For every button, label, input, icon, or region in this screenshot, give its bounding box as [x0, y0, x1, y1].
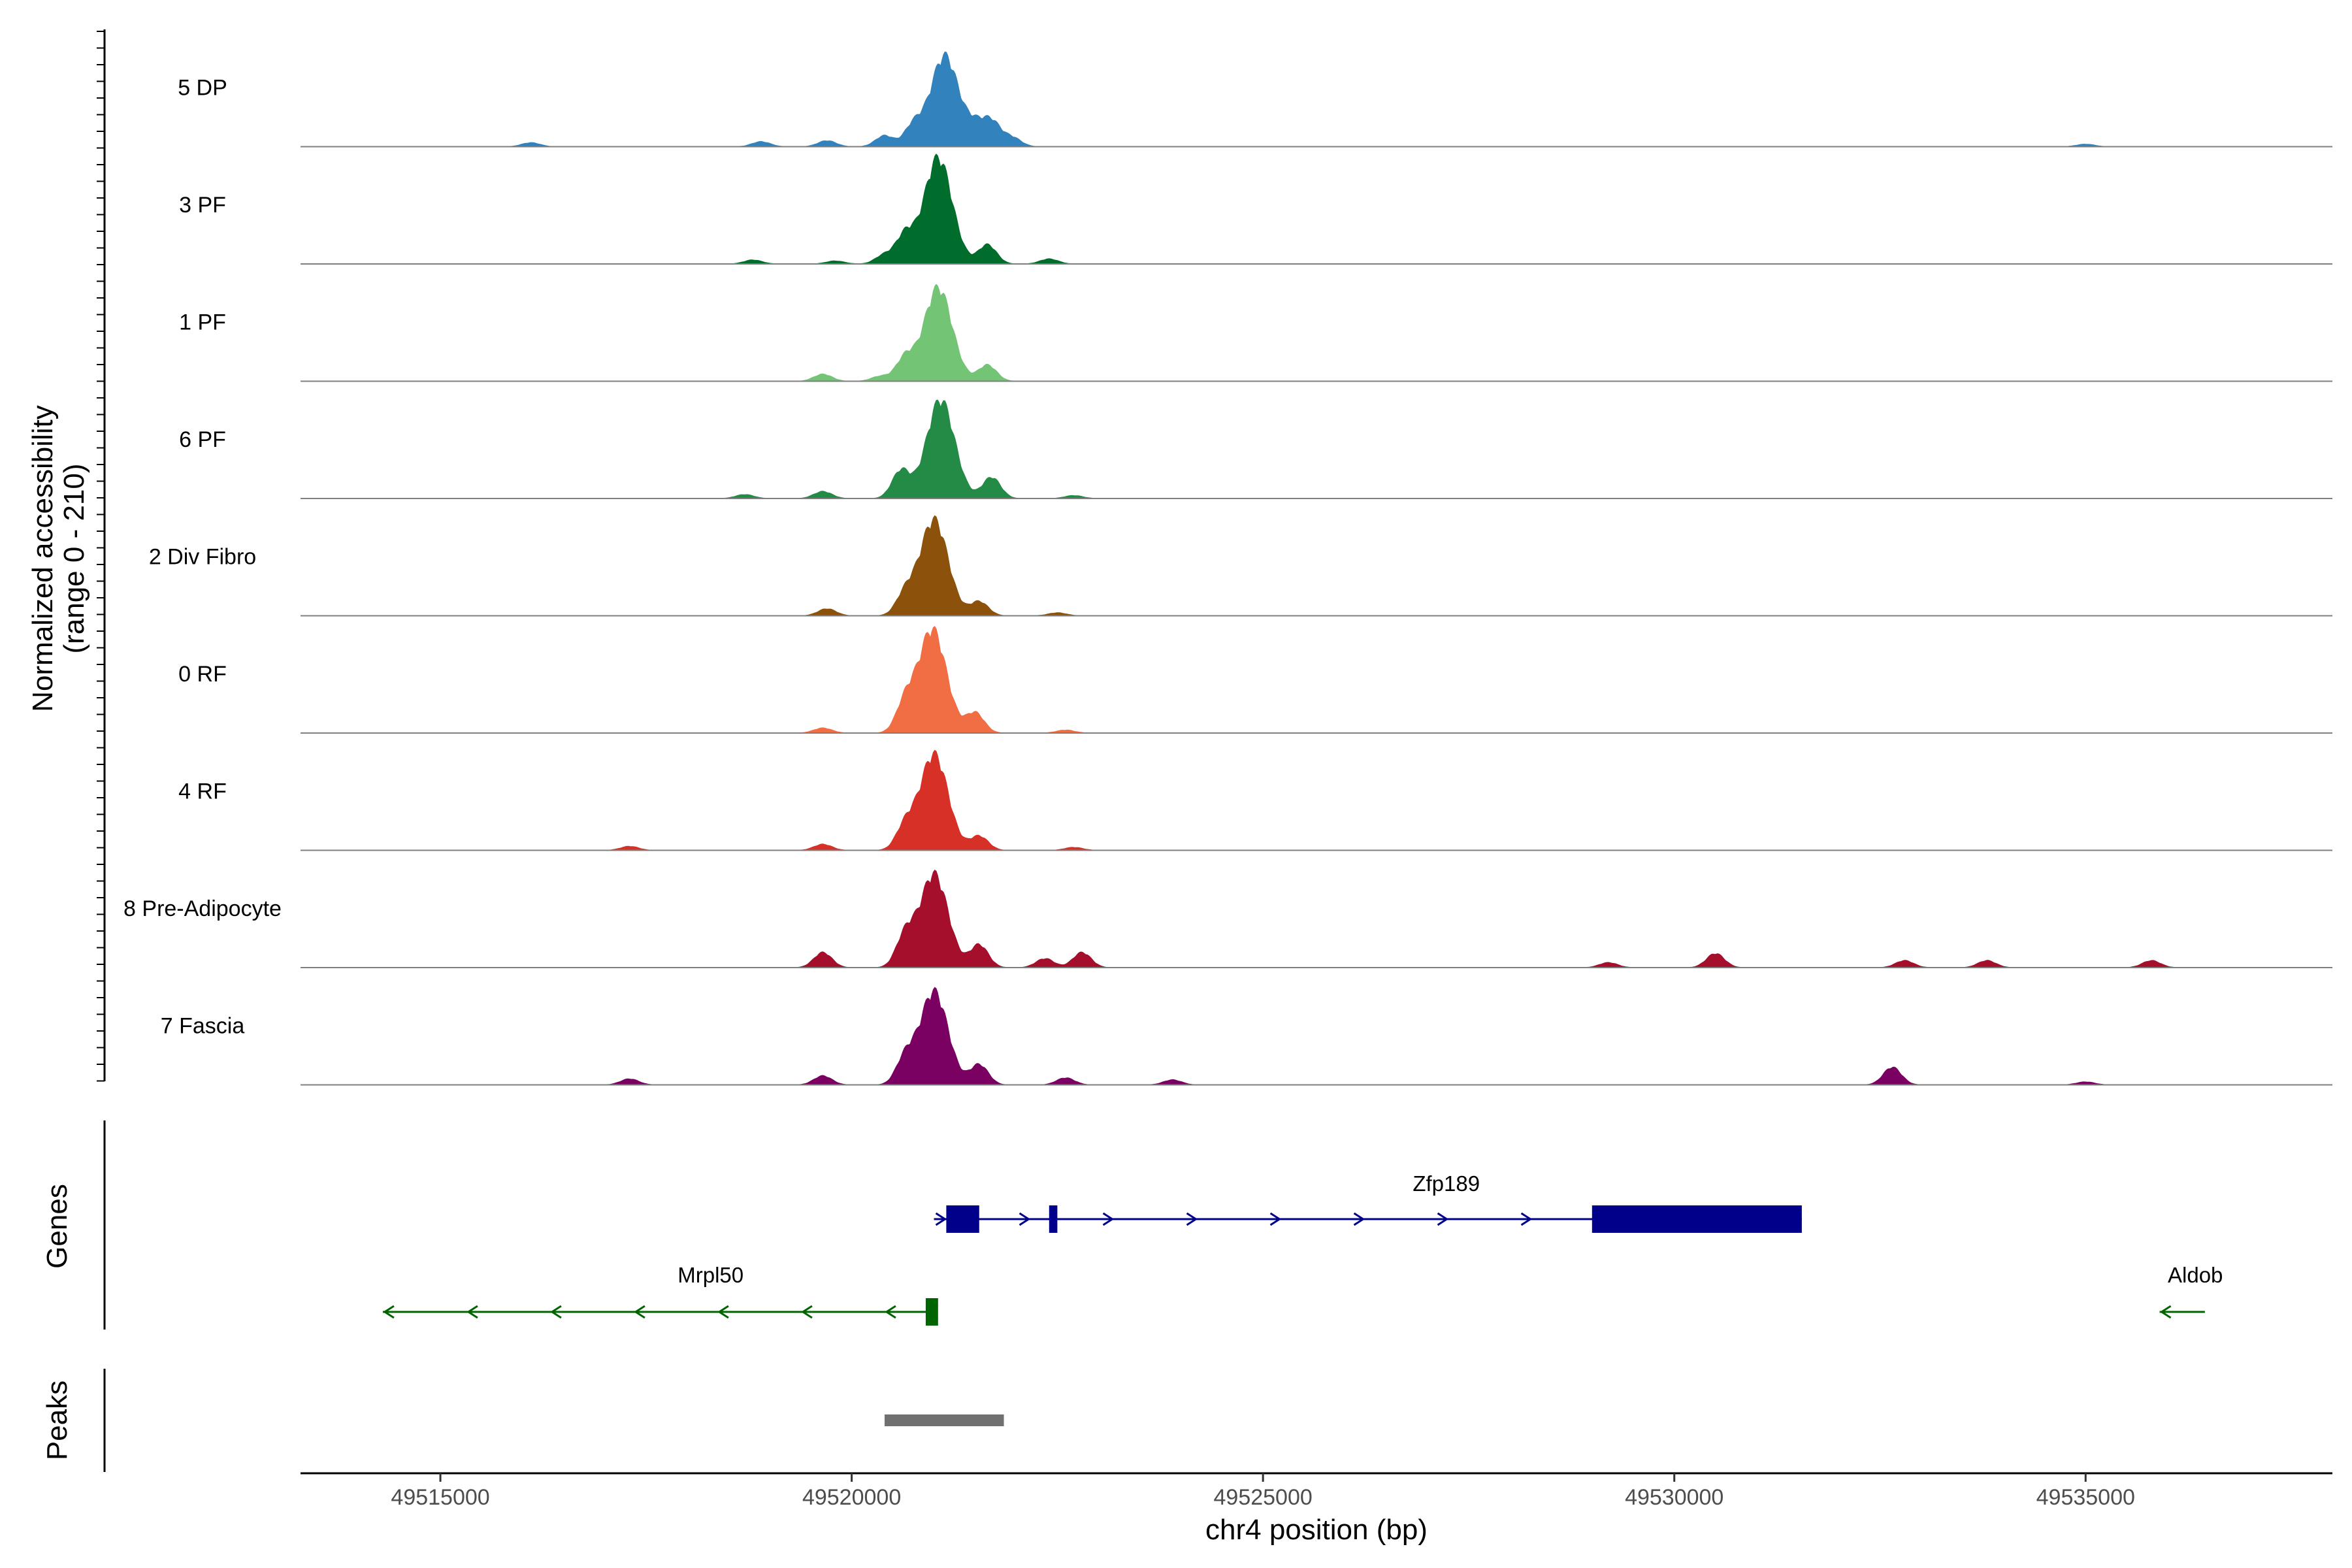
strand-arrow-icon: [634, 1305, 645, 1319]
track-label: 7 Fascia: [161, 1014, 245, 1039]
strand-arrow-icon: [1102, 1212, 1115, 1226]
gene-exon: [1049, 1205, 1058, 1233]
x-tick-label: 49530000: [1625, 1485, 1723, 1510]
track-label: 6 PF: [179, 427, 226, 452]
gene-zfp189: Zfp189: [934, 1171, 1802, 1233]
track-0-rf: 0 RF: [178, 626, 2332, 734]
peaks-track: [884, 1414, 1004, 1426]
y-axis-range: (range 0 - 210): [58, 463, 90, 653]
track-label: 1 PF: [179, 310, 226, 335]
gene-exon: [925, 1298, 938, 1326]
track-label: 2 Div Fibro: [149, 545, 256, 570]
strand-arrow-icon: [1186, 1212, 1198, 1226]
track-6-pf: 6 PF: [179, 399, 2332, 499]
x-tick-label: 49525000: [1214, 1485, 1313, 1510]
coverage-area: [301, 51, 2332, 147]
gene-exon: [1592, 1205, 1802, 1233]
track-8-pre-adipocyte: 8 Pre-Adipocyte: [123, 869, 2332, 968]
coverage-area: [301, 749, 2332, 851]
track-2-div-fibro: 2 Div Fibro: [149, 515, 2332, 617]
strand-arrow-icon: [550, 1305, 562, 1319]
gene-exon: [946, 1205, 979, 1233]
coverage-tracks: 5 DP 3 PF 1 PF 6 PF 2 Div Fibro 0 RF 4 RF 8 Pre…: [123, 51, 2332, 1086]
x-tick-label: 49515000: [391, 1485, 489, 1510]
track-label: 3 PF: [179, 193, 226, 218]
gene-label: Aldob: [2168, 1263, 2223, 1287]
strand-arrow-icon: [2159, 1305, 2172, 1319]
strand-arrow-icon: [935, 1212, 947, 1226]
gene-label: Zfp189: [1413, 1171, 1480, 1196]
strand-arrow-icon: [466, 1305, 478, 1319]
track-1-pf: 1 PF: [179, 284, 2332, 382]
gene-label: Mrpl50: [678, 1263, 743, 1287]
strand-arrow-icon: [885, 1305, 896, 1319]
coverage-area: [301, 626, 2332, 734]
x-tick-label: 49535000: [2036, 1485, 2135, 1510]
strand-arrow-icon: [1019, 1212, 1031, 1226]
track-label: 8 Pre-Adipocyte: [123, 896, 282, 921]
track-7-fascia: 7 Fascia: [161, 987, 2332, 1086]
strand-arrow-icon: [1353, 1212, 1365, 1226]
track-4-rf: 4 RF: [178, 749, 2332, 851]
track-label: 4 RF: [178, 779, 227, 804]
strand-arrow-icon: [383, 1305, 395, 1319]
strand-arrow-icon: [801, 1305, 813, 1319]
y-axis-title: Normalized accessibility: [27, 405, 59, 711]
track-3-pf: 3 PF: [179, 153, 2332, 265]
track-label: 5 DP: [178, 76, 227, 101]
coverage-area: [301, 153, 2332, 265]
gene-aldob: Aldob: [2159, 1263, 2223, 1319]
track-label: 0 RF: [178, 662, 227, 687]
track-5-dp: 5 DP: [178, 51, 2332, 148]
strand-arrow-icon: [717, 1305, 729, 1319]
x-axis-ticks: 49515000 49520000 49525000 49530000 49535000: [391, 1473, 2135, 1510]
strand-arrow-icon: [1269, 1212, 1282, 1226]
strand-arrow-icon: [1520, 1212, 1533, 1226]
coverage-area: [301, 515, 2332, 616]
coverage-area: [301, 284, 2332, 382]
x-axis-title: chr4 position (bp): [1205, 1514, 1428, 1546]
coverage-area: [301, 987, 2332, 1085]
coverage-area: [301, 399, 2332, 499]
strand-arrow-icon: [1437, 1212, 1449, 1226]
genes-track: Zfp189 Mrpl50 Aldob: [382, 1171, 2223, 1326]
peak-region: [884, 1414, 1004, 1426]
coverage-y-ticks: [97, 31, 105, 1082]
gene-mrpl50: Mrpl50: [382, 1263, 938, 1326]
coverage-area: [301, 869, 2332, 968]
genes-panel-title: Genes: [41, 1184, 73, 1269]
x-tick-label: 49520000: [802, 1485, 901, 1510]
peaks-panel-title: Peaks: [41, 1380, 73, 1460]
